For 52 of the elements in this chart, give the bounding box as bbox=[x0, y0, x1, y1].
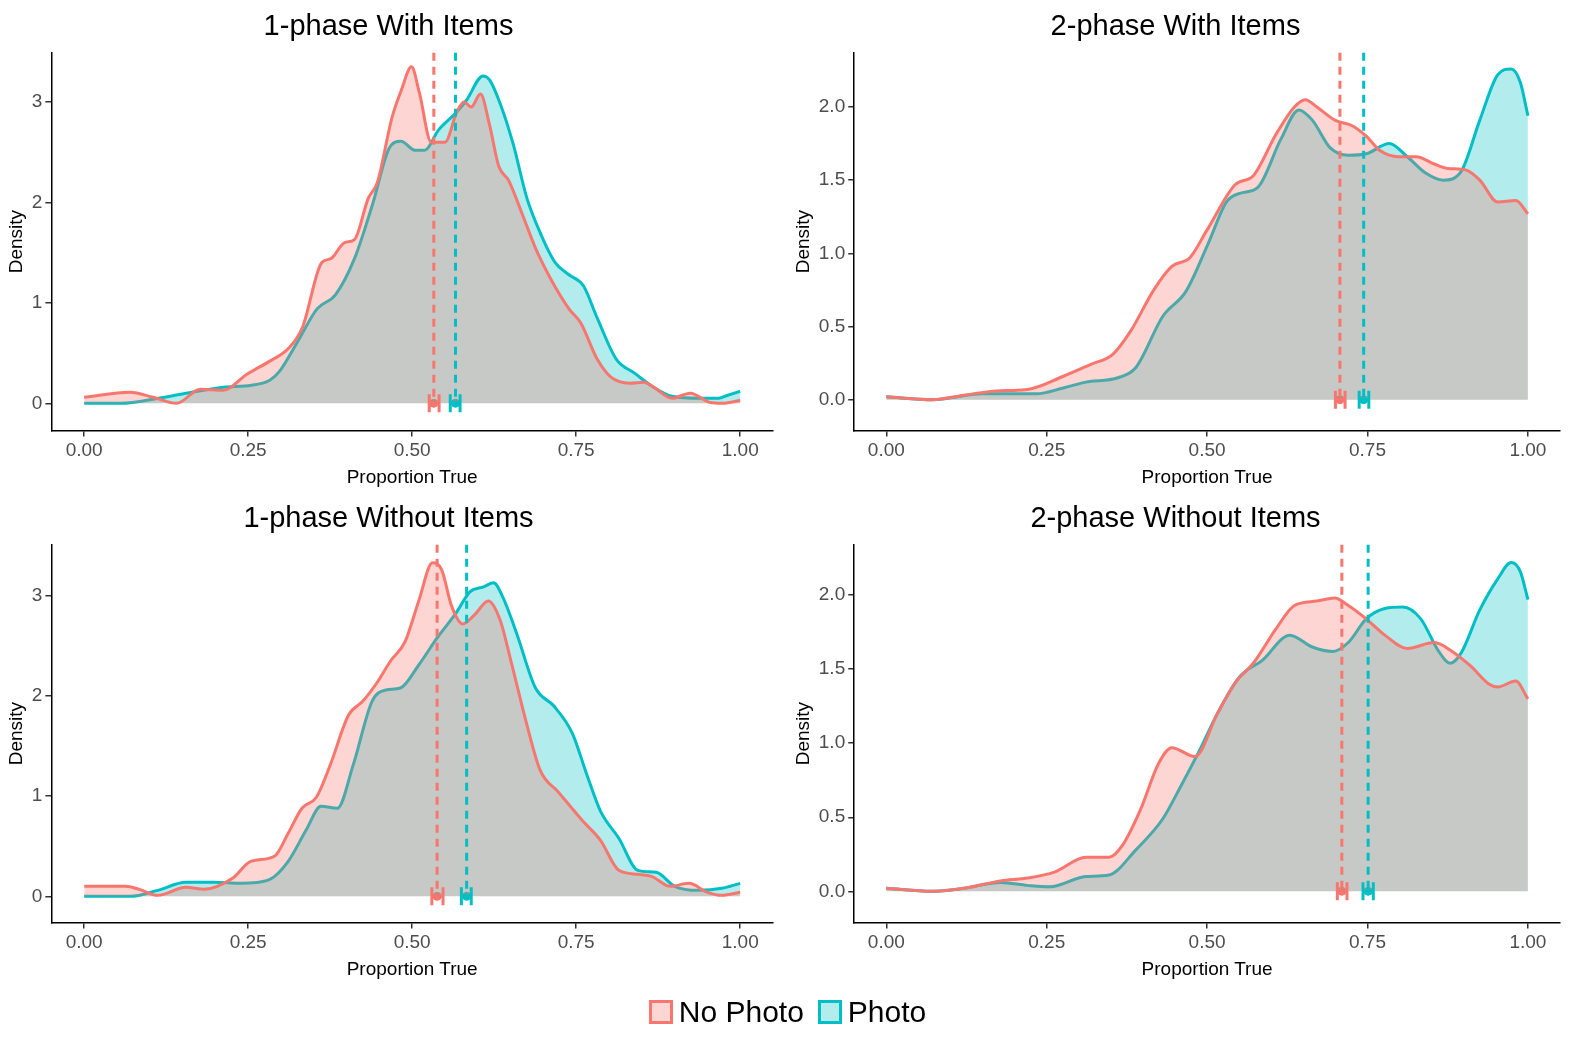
y-tick-label: 1.5 bbox=[818, 657, 846, 679]
chart-title: 2-phase Without Items bbox=[1030, 501, 1321, 534]
y-tick-label: 2 bbox=[31, 684, 43, 706]
x-tick-label: 0.00 bbox=[65, 931, 103, 953]
y-tick-label: 2.0 bbox=[818, 95, 846, 117]
y-tick-label: 0.5 bbox=[818, 314, 846, 336]
y-tick-label: 1 bbox=[31, 784, 43, 806]
x-axis-title: Proportion True bbox=[1141, 957, 1273, 979]
x-tick-label: 0.00 bbox=[867, 439, 905, 461]
x-axis-title: Proportion True bbox=[1141, 465, 1273, 487]
y-tick-label: 0.0 bbox=[818, 387, 846, 409]
chart-title: 2-phase With Items bbox=[1050, 9, 1301, 42]
y-tick-label: 2.0 bbox=[818, 583, 846, 605]
legend-label: Photo bbox=[847, 995, 927, 1029]
y-tick-label: 1.0 bbox=[818, 241, 846, 263]
y-tick-label: 1.0 bbox=[818, 731, 846, 753]
x-tick-label: 1.00 bbox=[1509, 439, 1547, 461]
y-axis-title: Density bbox=[4, 701, 26, 766]
x-tick-label: 1.00 bbox=[721, 439, 759, 461]
x-tick-label: 0.25 bbox=[229, 439, 267, 461]
x-tick-label: 0.75 bbox=[557, 931, 595, 953]
x-tick-label: 1.00 bbox=[721, 931, 759, 953]
y-tick-label: 3 bbox=[31, 584, 43, 606]
chart-title: 1-phase Without Items bbox=[243, 501, 534, 534]
x-tick-label: 1.00 bbox=[1509, 931, 1547, 953]
x-tick-label: 0.75 bbox=[1349, 439, 1386, 461]
x-axis-title: Proportion True bbox=[346, 957, 478, 979]
y-tick-label: 0.5 bbox=[818, 805, 846, 827]
x-axis-title: Proportion True bbox=[346, 465, 478, 487]
x-tick-label: 0.50 bbox=[393, 931, 431, 953]
x-tick-label: 0.50 bbox=[1188, 439, 1226, 461]
x-tick-label: 0.25 bbox=[1028, 931, 1066, 953]
chart-title: 1-phase With Items bbox=[263, 9, 514, 42]
y-tick-label: 0 bbox=[31, 391, 43, 413]
y-axis-title: Density bbox=[4, 209, 26, 274]
y-axis-title: Density bbox=[791, 701, 813, 766]
y-tick-label: 2 bbox=[31, 190, 43, 212]
y-tick-label: 0 bbox=[31, 884, 43, 906]
y-axis-title: Density bbox=[791, 209, 813, 274]
x-tick-label: 0.50 bbox=[1188, 931, 1226, 953]
y-tick-label: 1 bbox=[31, 291, 43, 313]
x-tick-label: 0.75 bbox=[557, 439, 595, 461]
x-tick-label: 0.75 bbox=[1349, 931, 1386, 953]
x-tick-label: 0.00 bbox=[65, 439, 103, 461]
x-tick-label: 0.00 bbox=[867, 931, 905, 953]
legend-label: No Photo bbox=[678, 995, 804, 1029]
x-tick-label: 0.50 bbox=[393, 439, 431, 461]
x-tick-label: 0.25 bbox=[1028, 439, 1066, 461]
y-tick-label: 1.5 bbox=[818, 168, 846, 190]
x-tick-label: 0.25 bbox=[229, 931, 267, 953]
y-tick-label: 0.0 bbox=[818, 879, 846, 901]
y-tick-label: 3 bbox=[31, 90, 43, 112]
